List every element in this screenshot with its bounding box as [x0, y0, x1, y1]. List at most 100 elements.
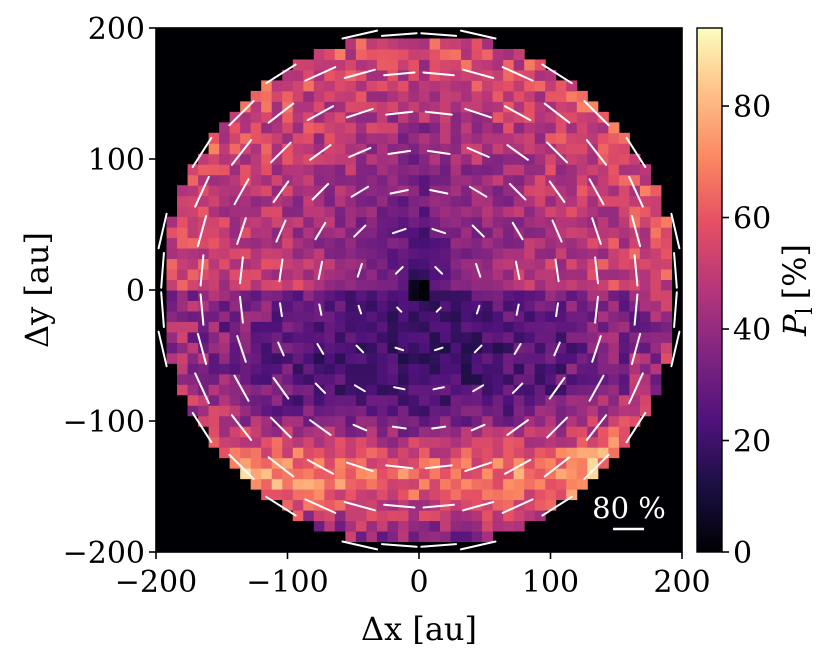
map-pixel — [219, 227, 231, 239]
map-pixel — [450, 531, 462, 543]
polarization-vector — [551, 219, 563, 243]
map-pixel — [461, 415, 473, 427]
map-pixel — [639, 300, 651, 312]
map-pixel — [313, 405, 325, 417]
map-pixel — [482, 48, 494, 60]
map-pixel — [250, 237, 262, 249]
map-pixel — [229, 415, 241, 427]
map-pixel — [334, 80, 346, 92]
map-pixel — [482, 499, 494, 511]
map-pixel — [450, 101, 462, 113]
map-pixel — [408, 394, 420, 406]
map-pixel — [324, 48, 336, 60]
map-pixel — [240, 248, 252, 260]
map-pixel — [408, 531, 420, 543]
map-pixel — [629, 248, 641, 260]
map-pixel — [471, 122, 483, 134]
map-pixel — [271, 132, 283, 144]
map-pixel — [376, 499, 388, 511]
map-pixel — [461, 48, 473, 60]
map-pixel — [208, 363, 220, 375]
map-pixel — [345, 321, 357, 333]
map-pixel — [324, 195, 336, 207]
map-pixel — [450, 415, 462, 427]
map-pixel — [240, 436, 252, 448]
map-pixel — [345, 415, 357, 427]
map-pixel — [261, 331, 273, 343]
map-pixel — [292, 426, 304, 438]
map-pixel — [471, 38, 483, 50]
polarization-vector — [433, 346, 444, 352]
map-pixel — [292, 510, 304, 522]
polarization-vector — [199, 254, 205, 287]
map-pixel — [440, 405, 452, 417]
map-pixel — [660, 352, 672, 364]
map-pixel — [355, 269, 367, 281]
map-pixel — [597, 310, 609, 322]
map-pixel — [597, 195, 609, 207]
map-pixel — [492, 321, 504, 333]
map-pixel — [166, 216, 178, 228]
map-pixel — [419, 373, 431, 385]
map-pixel — [618, 436, 630, 448]
map-pixel — [282, 457, 294, 469]
map-pixel — [334, 373, 346, 385]
polarization-vector — [309, 419, 332, 436]
map-pixel — [387, 290, 399, 301]
map-pixel — [440, 195, 452, 207]
map-pixel — [397, 269, 409, 281]
map-pixel — [513, 132, 525, 144]
map-pixel — [334, 132, 346, 144]
map-pixel — [482, 216, 494, 228]
map-pixel — [208, 132, 220, 144]
map-pixel — [303, 132, 315, 144]
map-pixel — [461, 227, 473, 239]
map-pixel — [219, 426, 231, 438]
map-pixel — [419, 48, 431, 60]
map-pixel — [324, 90, 336, 102]
map-pixel — [503, 447, 515, 459]
map-pixel — [334, 48, 346, 60]
polarization-vector — [196, 215, 208, 248]
map-pixel — [618, 342, 630, 354]
map-pixel — [440, 132, 452, 144]
map-pixel — [208, 216, 220, 228]
map-pixel — [219, 164, 231, 176]
map-pixel — [250, 132, 262, 144]
map-pixel — [639, 363, 651, 375]
map-pixel — [313, 122, 325, 134]
map-pixel — [566, 206, 578, 218]
map-pixel — [545, 132, 557, 144]
map-pixel — [198, 153, 210, 165]
map-pixel — [324, 489, 336, 501]
map-pixel — [429, 195, 441, 207]
map-pixel — [282, 237, 294, 249]
map-pixel — [566, 436, 578, 448]
map-pixel — [429, 457, 441, 469]
map-pixel — [524, 206, 536, 218]
map-pixel — [513, 237, 525, 249]
map-pixel — [282, 279, 294, 291]
map-pixel — [187, 405, 199, 417]
map-pixel — [461, 279, 473, 291]
map-pixel — [492, 80, 504, 92]
map-pixel — [461, 363, 473, 375]
map-pixel — [387, 101, 399, 113]
map-pixel — [355, 321, 367, 333]
map-pixel — [376, 457, 388, 469]
map-pixel — [650, 269, 662, 281]
map-pixel — [524, 258, 536, 270]
map-pixel — [219, 290, 231, 301]
map-pixel — [250, 90, 262, 102]
map-pixel — [408, 468, 420, 480]
map-pixel — [450, 405, 462, 417]
map-pixel — [587, 300, 599, 312]
map-pixel — [219, 300, 231, 312]
map-pixel — [292, 143, 304, 155]
map-pixel — [334, 436, 346, 448]
map-pixel — [492, 290, 504, 301]
map-pixel — [608, 206, 620, 218]
map-pixel — [608, 373, 620, 385]
map-pixel — [566, 373, 578, 385]
map-pixel — [450, 436, 462, 448]
